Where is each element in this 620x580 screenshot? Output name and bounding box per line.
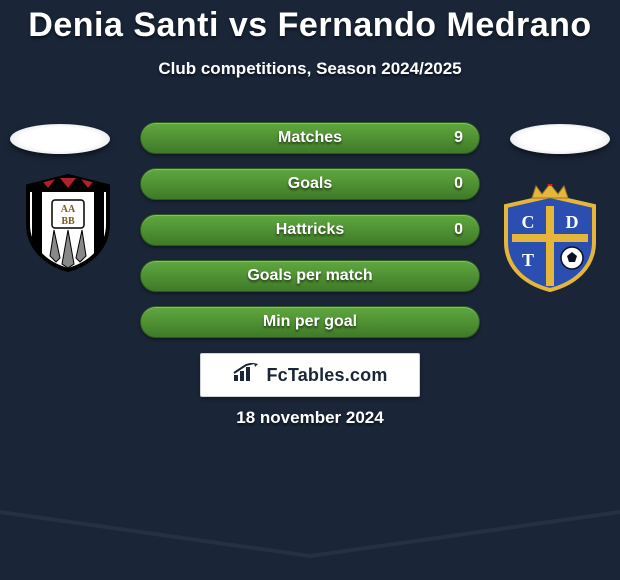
branding-box: FcTables.com [200,353,420,397]
date-text: 18 november 2024 [0,408,620,428]
stat-right: 0 [454,169,463,199]
stat-right: 0 [454,215,463,245]
stat-label: Hattricks [141,215,479,245]
svg-text:T: T [522,250,534,270]
stat-bars: Matches 9 Goals 0 Hattricks 0 Goals per … [140,122,480,352]
bottom-chevron-decoration [0,510,620,570]
stat-row-matches: Matches 9 [140,122,480,154]
subtitle: Club competitions, Season 2024/2025 [0,59,620,79]
bar-chart-icon [232,363,258,388]
stat-row-goals: Goals 0 [140,168,480,200]
stat-label: Matches [141,123,479,153]
svg-text:D: D [566,212,579,232]
branding-text: FcTables.com [266,365,387,386]
stat-label: Min per goal [141,307,479,337]
page-title: Denia Santi vs Fernando Medrano [0,0,620,45]
h2h-infographic: Denia Santi vs Fernando Medrano Club com… [0,0,620,580]
club-crest-left: AA BB [18,172,118,272]
club-crest-right: C D T [498,184,602,292]
player-left-avatar-placeholder [10,124,110,154]
player-right-avatar-placeholder [510,124,610,154]
stat-row-hattricks: Hattricks 0 [140,214,480,246]
stat-label: Goals per match [141,261,479,291]
svg-text:C: C [522,212,535,232]
svg-text:BB: BB [61,216,75,227]
stat-right: 9 [454,123,463,153]
stat-row-goals-per-match: Goals per match [140,260,480,292]
svg-text:AA: AA [61,204,76,215]
stat-label: Goals [141,169,479,199]
stat-row-min-per-goal: Min per goal [140,306,480,338]
